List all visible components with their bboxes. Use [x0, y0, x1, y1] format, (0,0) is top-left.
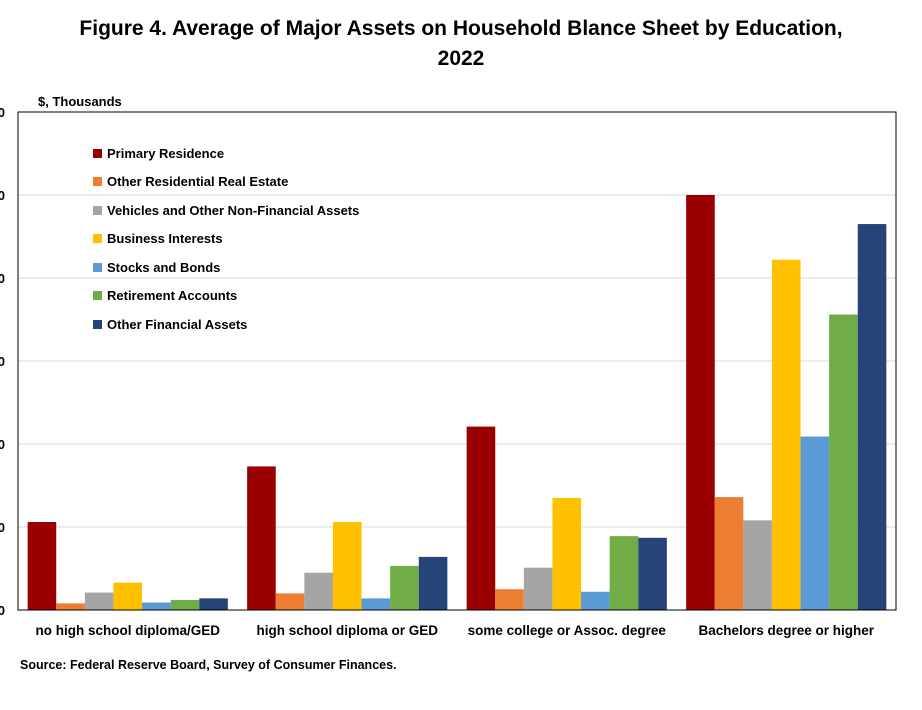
bar	[466, 426, 496, 610]
bar	[84, 592, 114, 610]
legend-swatch	[93, 234, 102, 244]
bar	[800, 436, 830, 610]
chart-title-line1: Figure 4. Average of Major Assets on Hou…	[79, 17, 843, 40]
legend-swatch	[93, 177, 102, 187]
y-tick-label: 0	[0, 105, 5, 120]
legend-label: Stocks and Bonds	[107, 259, 221, 275]
legend-item: Other Financial Assets	[93, 310, 359, 339]
legend-label: Other Financial Assets	[107, 316, 248, 332]
bar	[170, 600, 200, 610]
legend-label: Retirement Accounts	[107, 288, 238, 304]
y-tick-label: 0	[0, 520, 5, 535]
bar	[390, 566, 419, 610]
x-tick-label: no high school diploma/GED	[35, 623, 221, 638]
bar	[857, 224, 887, 611]
bar	[609, 536, 639, 610]
bar	[714, 497, 744, 610]
legend-swatch	[93, 319, 102, 329]
legend-swatch	[93, 205, 102, 215]
legend-item: Primary Residence	[93, 139, 359, 168]
bar	[686, 195, 715, 610]
y-tick-label: 0	[0, 603, 5, 618]
bar	[199, 598, 228, 610]
source-note: Source: Federal Reserve Board, Survey of…	[20, 658, 397, 672]
legend-item: Other Residential Real Estate	[93, 168, 359, 197]
y-tick-label: 0	[0, 354, 5, 369]
bar	[361, 598, 391, 610]
legend-label: Primary Residence	[107, 145, 225, 161]
bar	[247, 466, 276, 610]
bar	[638, 537, 667, 610]
bar	[495, 589, 524, 610]
plot-border	[17, 111, 897, 611]
y-tick-label: 0	[0, 437, 5, 452]
bar	[332, 522, 362, 610]
legend-item: Vehicles and Other Non-Financial Assets	[93, 196, 359, 225]
bar	[829, 314, 858, 610]
x-tick-label: Bachelors degree or higher	[698, 623, 875, 638]
legend-swatch	[93, 262, 102, 272]
chart-title: Figure 4. Average of Major Assets on Hou…	[0, 14, 922, 74]
chart-legend: Primary Residence Other Residential Real …	[93, 139, 359, 339]
x-tick-label: high school diploma or GED	[256, 623, 438, 638]
legend-label: Other Residential Real Estate	[107, 174, 289, 190]
y-tick-label: 0	[0, 271, 5, 286]
bar	[581, 591, 610, 610]
bar	[304, 572, 333, 610]
legend-item: Retirement Accounts	[93, 282, 359, 311]
bar	[113, 582, 143, 610]
bar	[743, 520, 772, 610]
bar	[56, 603, 85, 610]
bar	[418, 556, 448, 610]
bar	[771, 259, 801, 610]
bar	[275, 593, 305, 610]
legend-item: Business Interests	[93, 225, 359, 254]
y-axis-label: $, Thousands	[38, 94, 122, 109]
legend-item: Stocks and Bonds	[93, 253, 359, 282]
bar	[552, 497, 582, 610]
legend-label: Vehicles and Other Non-Financial Assets	[107, 202, 360, 218]
legend-swatch	[93, 148, 102, 158]
chart-title-line2: 2022	[437, 47, 485, 70]
legend-label: Business Interests	[107, 231, 223, 247]
y-tick-label: 0	[0, 188, 5, 203]
bar	[142, 602, 171, 610]
legend-swatch	[93, 291, 102, 301]
x-tick-label: some college or Assoc. degree	[467, 623, 666, 638]
bar	[523, 567, 553, 610]
bar	[27, 522, 57, 610]
